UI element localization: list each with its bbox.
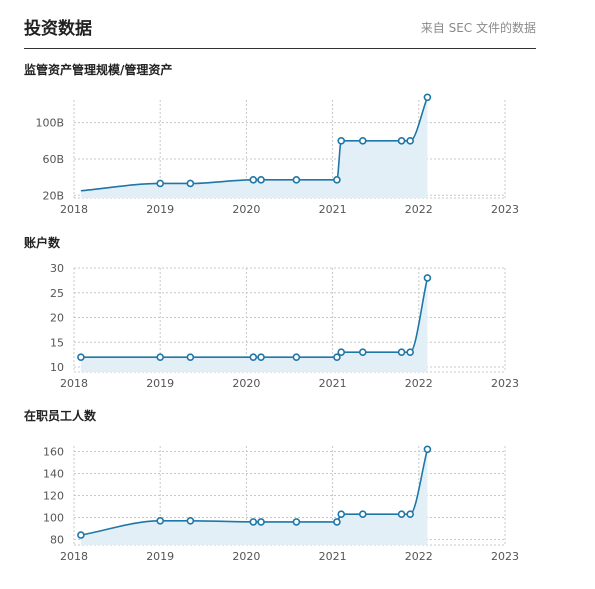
data-point — [397, 137, 406, 145]
series-area — [80, 97, 428, 198]
y-tick-label: 20 — [50, 312, 64, 325]
data-point — [156, 517, 164, 525]
x-tick-label: 2021 — [319, 550, 347, 563]
y-tick-label: 30 — [50, 262, 64, 275]
y-tick-label: 25 — [50, 287, 64, 300]
employees-chart: 80 100 120 140 160 2018 2019 2020 2021 2022 2023 — [43, 445, 519, 564]
x-tick-label: 2021 — [319, 203, 347, 216]
accounts-chart: 10 15 20 25 30 2018 2019 2020 2021 2022 2023 — [50, 262, 519, 390]
data-point — [186, 353, 195, 361]
data-point — [423, 93, 432, 102]
data-point — [423, 274, 432, 282]
y-tick-label: 160 — [43, 446, 64, 459]
data-point — [156, 179, 164, 188]
x-tick-label: 2023 — [491, 550, 519, 563]
x-tick-label: 2018 — [60, 550, 88, 563]
data-point — [358, 510, 367, 518]
y-tick-label: 80 — [50, 534, 64, 547]
series-area — [80, 449, 428, 545]
data-point — [292, 518, 301, 526]
data-point — [77, 353, 85, 361]
data-point — [423, 445, 432, 454]
data-point — [397, 510, 406, 518]
y-tick-label: 140 — [43, 468, 64, 481]
x-tick-label: 2019 — [146, 550, 174, 563]
x-tick-label: 2019 — [146, 203, 174, 216]
x-tick-label: 2020 — [232, 550, 260, 563]
y-tick-label: 15 — [50, 336, 64, 349]
x-tick-label: 2022 — [405, 203, 433, 216]
y-tick-label: 10 — [50, 361, 64, 374]
data-point — [333, 176, 341, 184]
data-point — [249, 353, 258, 361]
employees-chart-title: 在职员工人数 — [24, 409, 97, 423]
source-note: 来自 SEC 文件的数据 — [420, 21, 536, 35]
data-point — [358, 137, 367, 145]
page-header: 投资数据 来自 SEC 文件的数据 — [24, 0, 536, 49]
x-tick-label: 2018 — [60, 377, 88, 390]
data-point — [406, 348, 414, 356]
data-point — [257, 518, 265, 526]
x-tick-label: 2022 — [405, 550, 433, 563]
data-point — [249, 518, 258, 526]
data-point — [337, 510, 346, 518]
x-tick-label: 2021 — [319, 377, 347, 390]
x-tick-label: 2020 — [232, 377, 260, 390]
data-point — [156, 353, 164, 361]
x-tick-label: 2018 — [60, 203, 88, 216]
accounts-chart-title: 账户数 — [24, 236, 61, 250]
aum-chart-title: 监管资产管理规模/管理资产 — [24, 63, 173, 77]
data-point — [406, 137, 414, 145]
x-tick-label: 2022 — [405, 377, 433, 390]
data-point — [186, 179, 195, 188]
y-tick-label: 100 — [43, 512, 64, 525]
y-tick-label: 20B — [42, 189, 64, 202]
data-point — [77, 531, 85, 539]
data-point — [257, 176, 265, 184]
data-point — [397, 348, 406, 356]
data-point — [249, 176, 258, 184]
data-point — [333, 353, 341, 361]
data-point — [257, 353, 265, 361]
data-point — [292, 353, 301, 361]
y-tick-label: 100B — [35, 117, 64, 130]
x-tick-label: 2019 — [146, 377, 174, 390]
y-tick-label: 120 — [43, 490, 64, 503]
data-point — [186, 517, 195, 525]
data-point — [333, 518, 341, 526]
grid — [73, 446, 506, 546]
x-tick-label: 2023 — [491, 377, 519, 390]
data-point — [337, 137, 346, 145]
x-tick-label: 2020 — [232, 203, 260, 216]
data-point — [406, 510, 414, 518]
page-title: 投资数据 — [24, 19, 92, 39]
data-point — [337, 348, 346, 356]
x-tick-label: 2023 — [491, 203, 519, 216]
grid — [73, 267, 506, 373]
y-tick-label: 60B — [42, 153, 64, 166]
data-point — [358, 348, 367, 356]
data-point — [292, 176, 301, 184]
series-area — [80, 277, 428, 372]
aum-chart: 20B 60B 100B 2018 2019 2020 2021 2022 2023 — [35, 93, 519, 216]
